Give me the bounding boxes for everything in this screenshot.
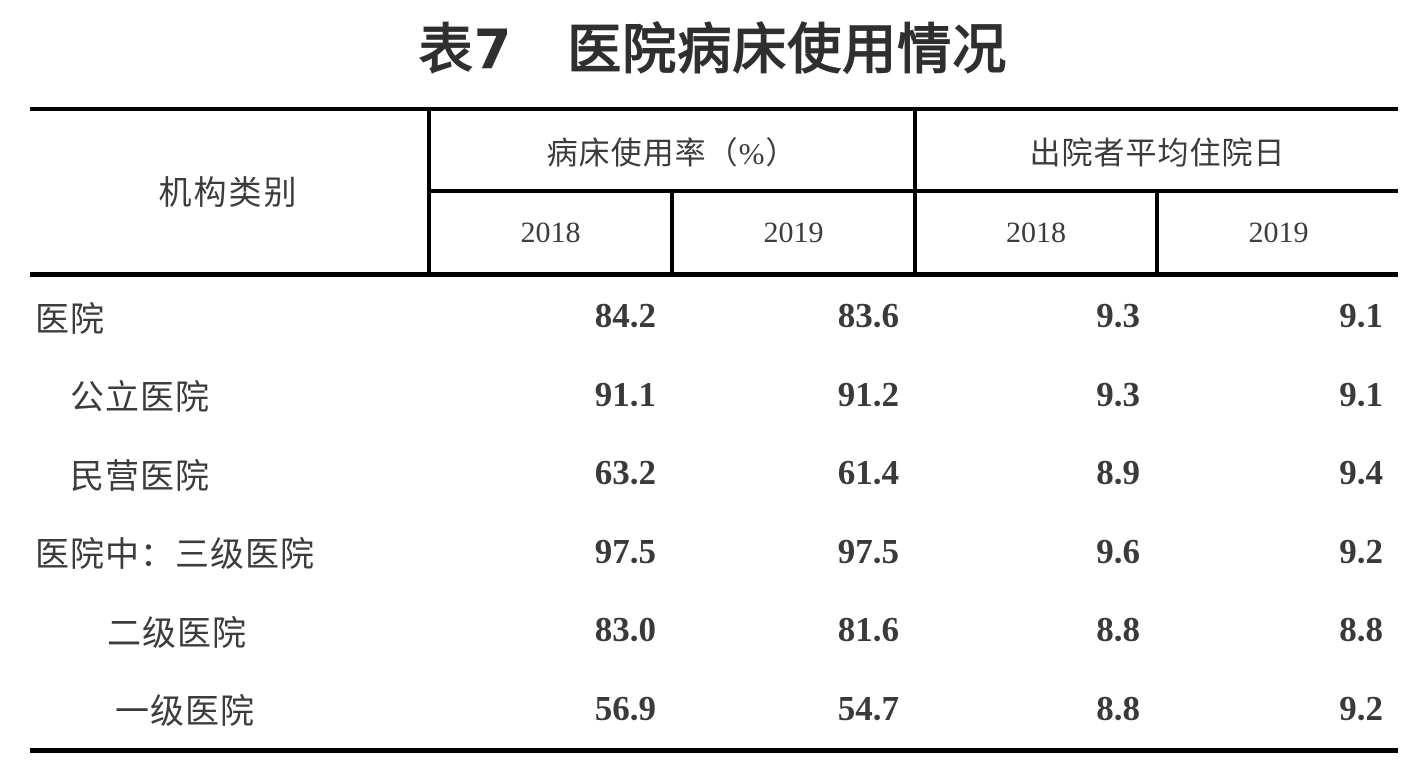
- value-avg-stay-2018: 8.9: [1096, 453, 1140, 493]
- value-bed-rate-2019: 81.6: [837, 610, 899, 650]
- value-bed-rate-2019: 91.2: [837, 374, 899, 414]
- table-body: 医院 84.2 83.6 9.3 9.1 公立医院 91.1 91.2 9.3 …: [30, 277, 1398, 748]
- row-label: 医院: [35, 301, 105, 339]
- value-bed-rate-2018: 91.1: [594, 374, 656, 414]
- stub-column-divider: [427, 107, 431, 277]
- row-label: 二级医院: [107, 615, 247, 653]
- header-group-divider: [427, 189, 1398, 193]
- table-row: 一级医院 56.9 54.7 8.8 9.2: [30, 670, 1398, 749]
- value-avg-stay-2018: 9.3: [1096, 296, 1140, 336]
- value-avg-stay-2018: 8.8: [1096, 688, 1140, 728]
- header-year-bed-rate-2019: 2019: [763, 215, 824, 249]
- header-year-bed-rate-2018: 2018: [520, 215, 581, 249]
- header-group-avg-length-of-stay: 出院者平均住院日: [1029, 135, 1286, 171]
- table-top-border: [30, 107, 1398, 111]
- table-row: 二级医院 83.0 81.6 8.8 8.8: [30, 591, 1398, 670]
- value-bed-rate-2019: 97.5: [837, 531, 899, 571]
- value-avg-stay-2019: 9.4: [1339, 453, 1383, 493]
- value-avg-stay-2018: 8.8: [1096, 610, 1140, 650]
- value-bed-rate-2018: 84.2: [594, 296, 656, 336]
- table-title: 表7 医院病床使用情况: [418, 18, 1008, 81]
- value-avg-stay-2019: 9.1: [1339, 374, 1383, 414]
- value-avg-stay-2019: 9.2: [1339, 688, 1383, 728]
- table-row: 医院中：三级医院 97.5 97.5 9.6 9.2: [30, 513, 1398, 592]
- row-label: 民营医院: [70, 458, 210, 496]
- value-avg-stay-2018: 9.3: [1096, 374, 1140, 414]
- value-bed-rate-2018: 56.9: [594, 688, 656, 728]
- row-label: 医院中：三级医院: [35, 537, 315, 575]
- row-label: 公立医院: [70, 380, 210, 418]
- group1-year-divider: [670, 189, 674, 277]
- statistics-table: 机构类别 病床使用率（%） 出院者平均住院日 2018 2019 2018 20…: [30, 107, 1398, 753]
- table-bottom-border: [30, 748, 1398, 753]
- header-institution-category: 机构类别: [158, 175, 299, 212]
- table-row: 民营医院 63.2 61.4 8.9 9.4: [30, 434, 1398, 513]
- value-avg-stay-2019: 8.8: [1339, 610, 1383, 650]
- header-year-avg-stay-2019: 2019: [1248, 215, 1309, 249]
- group-column-divider: [913, 107, 917, 277]
- value-bed-rate-2019: 83.6: [837, 296, 899, 336]
- row-label: 一级医院: [115, 694, 255, 732]
- value-bed-rate-2018: 63.2: [594, 453, 656, 493]
- header-bottom-border: [30, 272, 1398, 277]
- value-avg-stay-2019: 9.1: [1339, 296, 1383, 336]
- group2-year-divider: [1155, 189, 1159, 277]
- table-row: 公立医院 91.1 91.2 9.3 9.1: [30, 356, 1398, 435]
- value-bed-rate-2018: 83.0: [594, 610, 656, 650]
- header-year-avg-stay-2018: 2018: [1006, 215, 1066, 249]
- header-group-bed-utilization-rate: 病床使用率（%）: [546, 135, 798, 171]
- value-bed-rate-2019: 54.7: [837, 688, 899, 728]
- table-row: 医院 84.2 83.6 9.3 9.1: [30, 277, 1398, 356]
- value-avg-stay-2018: 9.6: [1096, 531, 1140, 571]
- value-bed-rate-2019: 61.4: [837, 453, 899, 493]
- value-bed-rate-2018: 97.5: [594, 531, 656, 571]
- value-avg-stay-2019: 9.2: [1339, 531, 1383, 571]
